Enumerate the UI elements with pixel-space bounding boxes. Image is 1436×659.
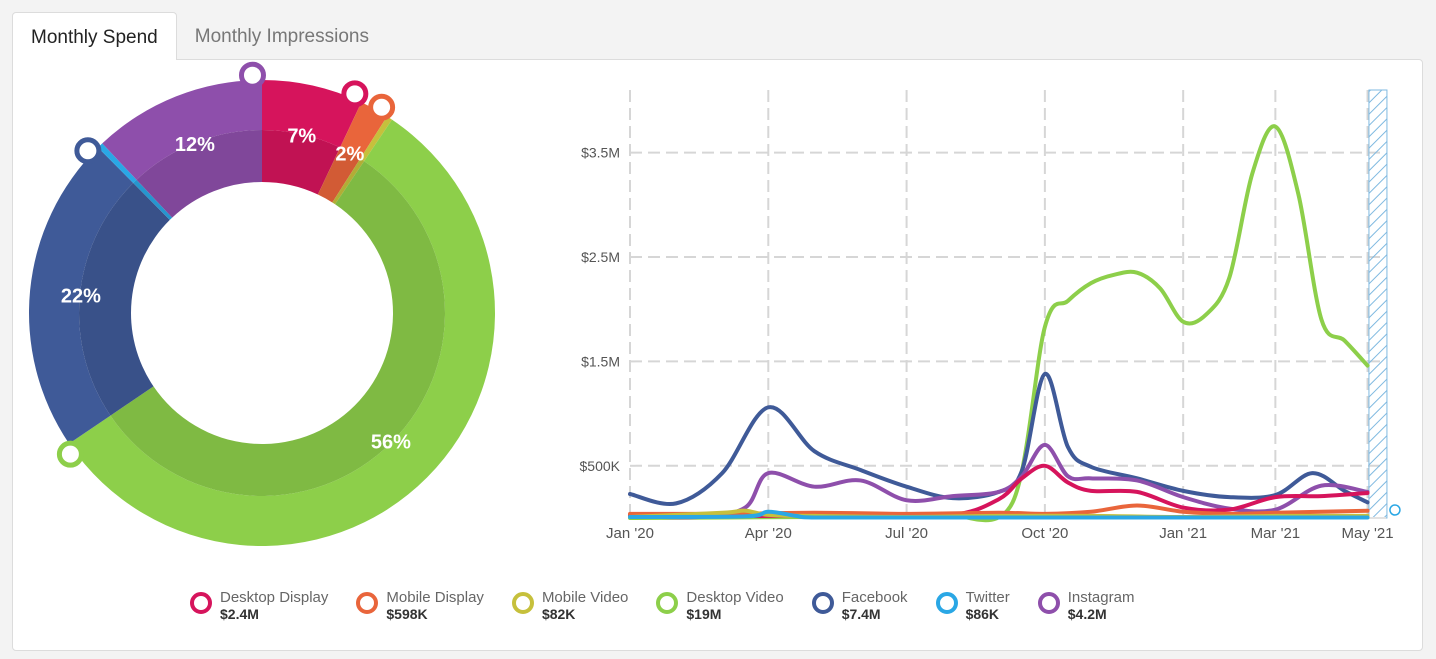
donut-handle-mobile-display[interactable] [368,93,396,121]
legend-item-mobile-video[interactable]: Mobile Video $82K [511,589,629,622]
legend-marker-twitter [935,592,958,614]
donut-chart: 7% 2% 56% 22% 12% [28,61,496,546]
line-chart: $500K $1.5M $2.5M $3.5M Jan '20 Apr '20 Jul '2… [580,89,1401,542]
series-line-mobile-display[interactable] [628,503,1370,516]
legend-name: Instagram [1067,589,1135,606]
donut-label-instagram: 12% [175,134,215,156]
donut-label-desktop-display: 7% [287,125,316,147]
info-icon[interactable] [1389,504,1401,516]
grid [629,90,1386,518]
tab-bar: Monthly Spend Monthly Impressions [12,12,387,60]
series-line-desktop-video[interactable] [628,124,1370,523]
donut-label-mobile-display: 2% [335,144,364,166]
legend-value: $7.4M [841,606,881,622]
legend-item-desktop-video[interactable]: Desktop Video $19M [656,589,784,622]
legend-value: $82K [541,606,576,622]
legend-marker-desktop-video [656,592,679,614]
legend-marker-mobile-display [356,592,379,614]
x-tick-label: Apr '20 [745,525,792,542]
legend-name: Mobile Video [541,589,629,606]
chart-legend: Desktop Display $2.4M Mobile Display $598K… [190,590,1162,622]
donut-slice-facebook[interactable] [28,147,170,444]
legend-item-facebook[interactable]: Facebook $7.4M [811,589,908,622]
legend-name: Twitter [965,589,1010,606]
legend-marker-desktop-display [190,592,212,614]
donut-slice-mobile-video[interactable] [332,116,392,205]
legend-value: $2.4M [220,606,259,622]
donut-label-desktop-video: 56% [371,431,411,453]
tab-monthly-impressions[interactable]: Monthly Impressions [194,26,369,47]
legend-value: $4.2M [1067,606,1107,622]
legend-value: $598K [386,606,428,622]
x-tick-label: May '21 [1342,525,1394,542]
x-tick-label: Jan '20 [606,525,654,542]
series-line-twitter[interactable] [628,509,1370,520]
donut-handle-desktop-display[interactable] [341,80,369,108]
y-tick-label: $2.5M [581,249,620,265]
legend-marker-mobile-video [511,592,534,614]
y-tick-label: $3.5M [581,145,620,161]
y-tick-label: $1.5M [581,353,620,369]
legend-name: Desktop Display [220,589,329,606]
legend-item-twitter[interactable]: Twitter $86K [935,589,1010,622]
tab-monthly-spend[interactable]: Monthly Spend [12,12,177,60]
y-tick-label: $500K [580,458,621,474]
legend-item-instagram[interactable]: Instagram $4.2M [1037,589,1135,622]
donut-label-facebook: 22% [61,285,101,307]
legend-name: Desktop Video [686,589,784,606]
donut-handle-instagram[interactable] [238,61,266,89]
x-tick-label: Mar '21 [1251,525,1301,542]
x-tick-label: Oct '20 [1021,525,1068,542]
donut-slice-desktop-video[interactable] [69,119,496,546]
legend-value: $19M [686,606,722,622]
legend-name: Facebook [841,589,908,606]
legend-name: Mobile Display [386,589,484,606]
donut-handle-desktop-video[interactable] [56,440,84,468]
donut-slice-twitter[interactable] [98,143,173,220]
series-line-facebook[interactable] [628,371,1370,507]
x-tick-label: Jul '20 [885,525,928,542]
series-line-instagram[interactable] [628,442,1370,520]
legend-item-desktop-display[interactable]: Desktop Display $2.4M [190,590,328,622]
legend-marker-facebook [811,592,834,614]
donut-slice-desktop-display[interactable] [262,80,362,195]
legend-value: $86K [965,606,1000,622]
donut-slice-instagram[interactable] [102,80,262,218]
legend-item-mobile-display[interactable]: Mobile Display $598K [356,590,484,622]
legend-marker-instagram [1037,592,1060,614]
x-tick-label: Jan '21 [1159,525,1207,542]
forecast-band [1368,89,1388,519]
donut-handle-facebook[interactable] [74,137,102,165]
